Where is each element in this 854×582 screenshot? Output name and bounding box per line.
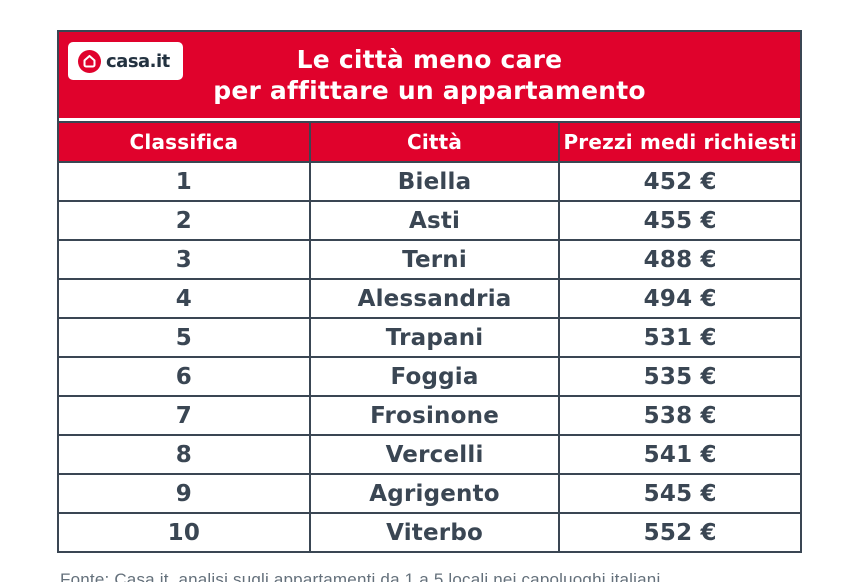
rank-cell: 7 [175,402,192,429]
table-header-row: Classifica Città Prezzi medi richiesti [59,121,800,161]
rank-cell: 3 [175,246,192,273]
title-band: casa.it Le città meno care per affittare… [59,32,800,118]
price-cell: 541 € [558,436,800,473]
table-row: 2 Asti 455 € [59,200,800,239]
price-cell: 455 € [558,202,800,239]
table-row: 3 Terni 488 € [59,239,800,278]
rank-cell: 1 [175,168,192,195]
price-cell: 538 € [558,397,800,434]
rank-cell: 9 [175,480,192,507]
casa-it-logo: casa.it [68,42,183,80]
table-row: 1 Biella 452 € [59,161,800,200]
page-title: Le città meno care per affittare un appa… [213,44,646,106]
city-cell: Biella [308,163,559,200]
city-cell: Asti [308,202,559,239]
rank-cell: 8 [175,441,192,468]
infographic-panel: casa.it Le città meno care per affittare… [57,30,802,553]
column-header-prezzi: Prezzi medi richiesti [558,123,800,161]
city-cell: Vercelli [308,436,559,473]
city-cell: Terni [308,241,559,278]
table-body: 1 Biella 452 € 2 Asti 455 € 3 Terni 488 … [59,161,800,551]
city-cell: Alessandria [308,280,559,317]
source-note: Fonte: Casa.it, analisi sugli appartamen… [60,570,661,582]
column-header-citta: Città [308,123,559,161]
title-line-2: per affittare un appartamento [213,76,646,105]
column-header-classifica: Classifica [59,123,309,161]
ranking-table: Classifica Città Prezzi medi richiesti 1… [59,121,800,551]
casa-it-house-icon [78,49,101,73]
price-cell: 535 € [558,358,800,395]
logo-text: casa.it [106,50,170,72]
table-row: 10 Viterbo 552 € [59,512,800,551]
price-cell: 452 € [558,163,800,200]
price-cell: 494 € [558,280,800,317]
city-cell: Trapani [308,319,559,356]
price-cell: 488 € [558,241,800,278]
city-cell: Foggia [308,358,559,395]
table-row: 5 Trapani 531 € [59,317,800,356]
rank-cell: 10 [167,519,201,546]
city-cell: Frosinone [308,397,559,434]
title-line-1: Le città meno care [296,45,563,74]
table-row: 4 Alessandria 494 € [59,278,800,317]
price-cell: 531 € [558,319,800,356]
rank-cell: 2 [175,207,192,234]
table-row: 9 Agrigento 545 € [59,473,800,512]
rank-cell: 5 [175,324,192,351]
table-row: 8 Vercelli 541 € [59,434,800,473]
rank-cell: 6 [175,363,192,390]
price-cell: 545 € [558,475,800,512]
city-cell: Viterbo [308,514,559,551]
city-cell: Agrigento [308,475,559,512]
table-row: 6 Foggia 535 € [59,356,800,395]
table-row: 7 Frosinone 538 € [59,395,800,434]
price-cell: 552 € [558,514,800,551]
rank-cell: 4 [175,285,192,312]
